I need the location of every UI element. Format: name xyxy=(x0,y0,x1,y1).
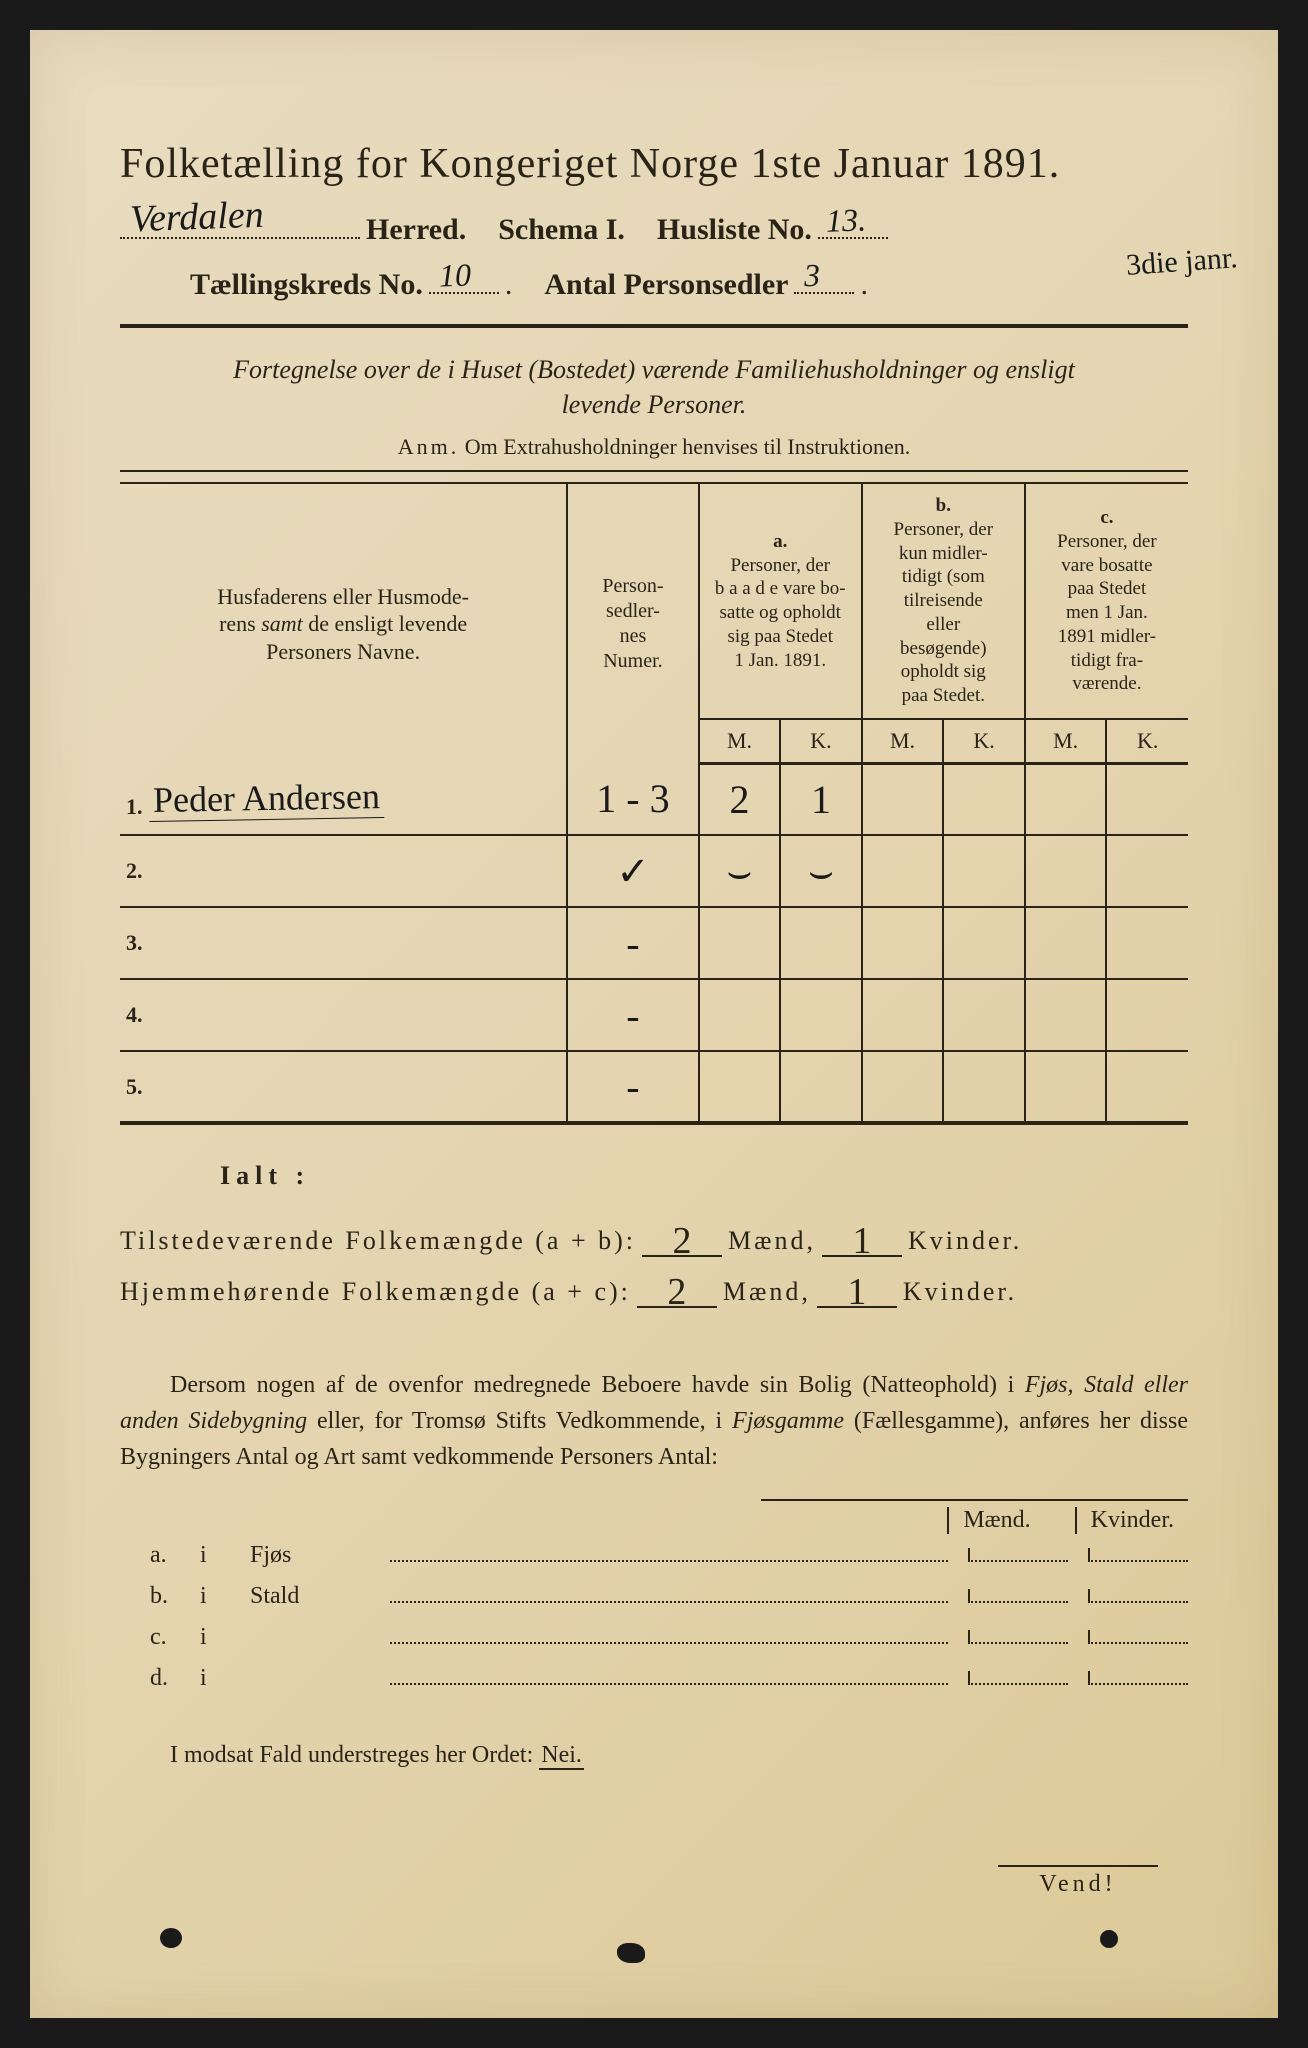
nei-word: Nei. xyxy=(539,1742,584,1770)
vend-label: Vend! xyxy=(998,1865,1158,1898)
col-header-name: Husfaderens eller Husmode-rens samt de e… xyxy=(120,483,567,763)
col-header-num: Person-sedler-nesNumer. xyxy=(567,483,699,763)
husliste-label: Husliste No. xyxy=(657,213,812,247)
document-paper: Folketælling for Kongeriget Norge 1ste J… xyxy=(30,30,1278,2018)
ialt-block: Ialt : Tilstedeværende Folkemængde (a + … xyxy=(120,1161,1188,1307)
col-header-c: c. Personer, dervare bosattepaa Stedetme… xyxy=(1025,483,1188,719)
building-row: d. i xyxy=(120,1665,1188,1692)
antal-value: 3 xyxy=(804,257,821,295)
building-row: a. i Fjøs xyxy=(120,1542,1188,1569)
table-row: 5. - xyxy=(120,1051,1188,1123)
col-b-m: M. xyxy=(862,719,944,764)
sum2-m: 2 xyxy=(637,1270,717,1308)
building-list-header: Mænd. Kvinder. xyxy=(761,1499,1188,1534)
ink-blot xyxy=(160,1928,182,1948)
schema-label: Schema I. xyxy=(498,213,625,247)
bldg-head-m: Mænd. xyxy=(947,1507,1044,1534)
page-wrapper: Folketælling for Kongeriget Norge 1ste J… xyxy=(0,0,1308,2048)
kreds-value: 10 xyxy=(438,256,471,294)
sum1-m: 2 xyxy=(642,1219,722,1257)
ink-blot xyxy=(1100,1930,1118,1948)
bldg-head-k: Kvinder. xyxy=(1075,1507,1188,1534)
building-row: c. i xyxy=(120,1624,1188,1651)
col-a-m: M. xyxy=(699,719,781,764)
table-row: 1.Peder Andersen 1 - 3 2 1 xyxy=(120,763,1188,835)
col-header-a: a. Personer, derb a a d e vare bo-satte … xyxy=(699,483,862,719)
document-title: Folketælling for Kongeriget Norge 1ste J… xyxy=(120,140,1188,188)
table-row: 3. - xyxy=(120,907,1188,979)
ink-blot xyxy=(617,1943,645,1963)
building-paragraph: Dersom nogen af de ovenfor medregnede Be… xyxy=(120,1367,1188,1475)
antal-label: Antal Personsedler xyxy=(544,268,788,302)
sum2-k: 1 xyxy=(817,1270,897,1308)
subtitle: Fortegnelse over de i Huset (Bostedet) v… xyxy=(120,352,1188,422)
header-line-2: Verdalen Herred. Schema I. Husliste No. … xyxy=(120,206,1188,247)
herred-label: Herred. xyxy=(366,213,466,247)
census-table: Husfaderens eller Husmode-rens samt de e… xyxy=(120,482,1188,1125)
herred-value: Verdalen xyxy=(129,193,264,242)
sum-line-1: Tilstedeværende Folkemængde (a + b): 2 M… xyxy=(120,1215,1188,1256)
kreds-label: Tællingskreds No. xyxy=(190,268,423,302)
sum1-k: 1 xyxy=(822,1219,902,1257)
col-a-k: K. xyxy=(780,719,862,764)
husliste-value: 13. xyxy=(825,201,866,239)
col-b-k: K. xyxy=(943,719,1025,764)
sum-line-2: Hjemmehørende Folkemængde (a + c): 2 Mæn… xyxy=(120,1266,1188,1307)
col-header-b: b. Personer, derkun midler-tidigt (somti… xyxy=(862,483,1025,719)
margin-note: 3die janr. xyxy=(1125,241,1239,283)
nei-line: I modsat Fald understreges her Ordet: Ne… xyxy=(120,1742,1188,1769)
anm-line: Anm. Om Extrahusholdninger henvises til … xyxy=(120,434,1188,472)
header-line-3: Tællingskreds No. 10 . Antal Personsedle… xyxy=(120,261,1188,302)
divider-1 xyxy=(120,324,1188,328)
col-c-k: K. xyxy=(1106,719,1188,764)
ialt-label: Ialt : xyxy=(120,1161,1188,1191)
table-row: 2. ✓ ⌣ ⌣ xyxy=(120,835,1188,907)
building-list: Mænd. Kvinder. a. i Fjøs b. i Stald c. i… xyxy=(120,1499,1188,1692)
col-c-m: M. xyxy=(1025,719,1107,764)
table-row: 4. - xyxy=(120,979,1188,1051)
building-row: b. i Stald xyxy=(120,1583,1188,1610)
